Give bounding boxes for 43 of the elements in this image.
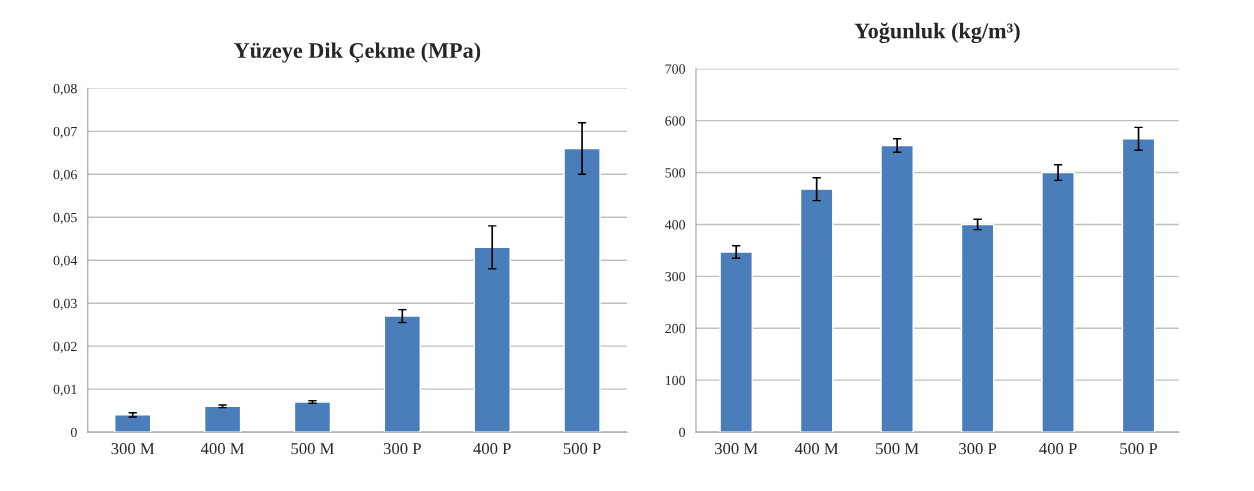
y-tick-label: 100 (665, 375, 686, 386)
x-tick-label: 400 M (795, 442, 839, 455)
y-tick-label: 0,03 (53, 298, 77, 311)
y-tick-label: 500 (665, 168, 686, 178)
x-tick-label: 400 P (1039, 442, 1077, 455)
y-tick-label: 300 (665, 271, 686, 282)
x-tick-label: 500 P (563, 442, 601, 455)
bar (114, 414, 152, 433)
y-tick-label: 0,04 (53, 255, 78, 268)
y-tick-label: 600 (665, 116, 686, 126)
bar (719, 251, 753, 433)
bar (1121, 138, 1156, 433)
x-tick-label: 300 P (383, 442, 421, 455)
x-tick-label: 500 M (291, 442, 334, 455)
x-tick-label: 500 M (876, 442, 919, 455)
x-tick-label: 300 M (111, 442, 155, 455)
bar (383, 315, 421, 433)
y-tick-label: 0 (70, 427, 77, 438)
bar (203, 405, 242, 433)
bar (880, 144, 914, 433)
x-tick-label: 400 P (473, 442, 511, 455)
y-tick-label: 0,07 (53, 126, 77, 139)
y-tick-label: 0,08 (53, 83, 77, 96)
bar (1041, 171, 1075, 433)
y-tick-label: 0,02 (53, 341, 77, 354)
bar (293, 401, 332, 433)
bar (799, 188, 834, 433)
y-tick-label: 400 (664, 220, 686, 230)
x-tick-label: 500 P (1120, 442, 1158, 455)
chart-title: Yoğunluk (kg/m³) (854, 22, 1020, 44)
bar (563, 147, 601, 433)
y-tick-label: 700 (665, 64, 686, 74)
y-tick-label: 0 (679, 427, 686, 438)
bar (473, 246, 511, 433)
bar (960, 223, 995, 433)
y-tick-label: 200 (665, 323, 686, 334)
chart-title: Yüzeye Dik Çekme (MPa) (234, 42, 481, 63)
x-tick-label: 300 M (715, 442, 758, 455)
y-tick-label: 0,01 (53, 384, 77, 397)
x-tick-label: 300 P (959, 442, 997, 455)
x-tick-label: 400 M (200, 442, 245, 455)
y-tick-label: 0,05 (53, 212, 77, 225)
y-tick-label: 0,06 (53, 169, 77, 182)
